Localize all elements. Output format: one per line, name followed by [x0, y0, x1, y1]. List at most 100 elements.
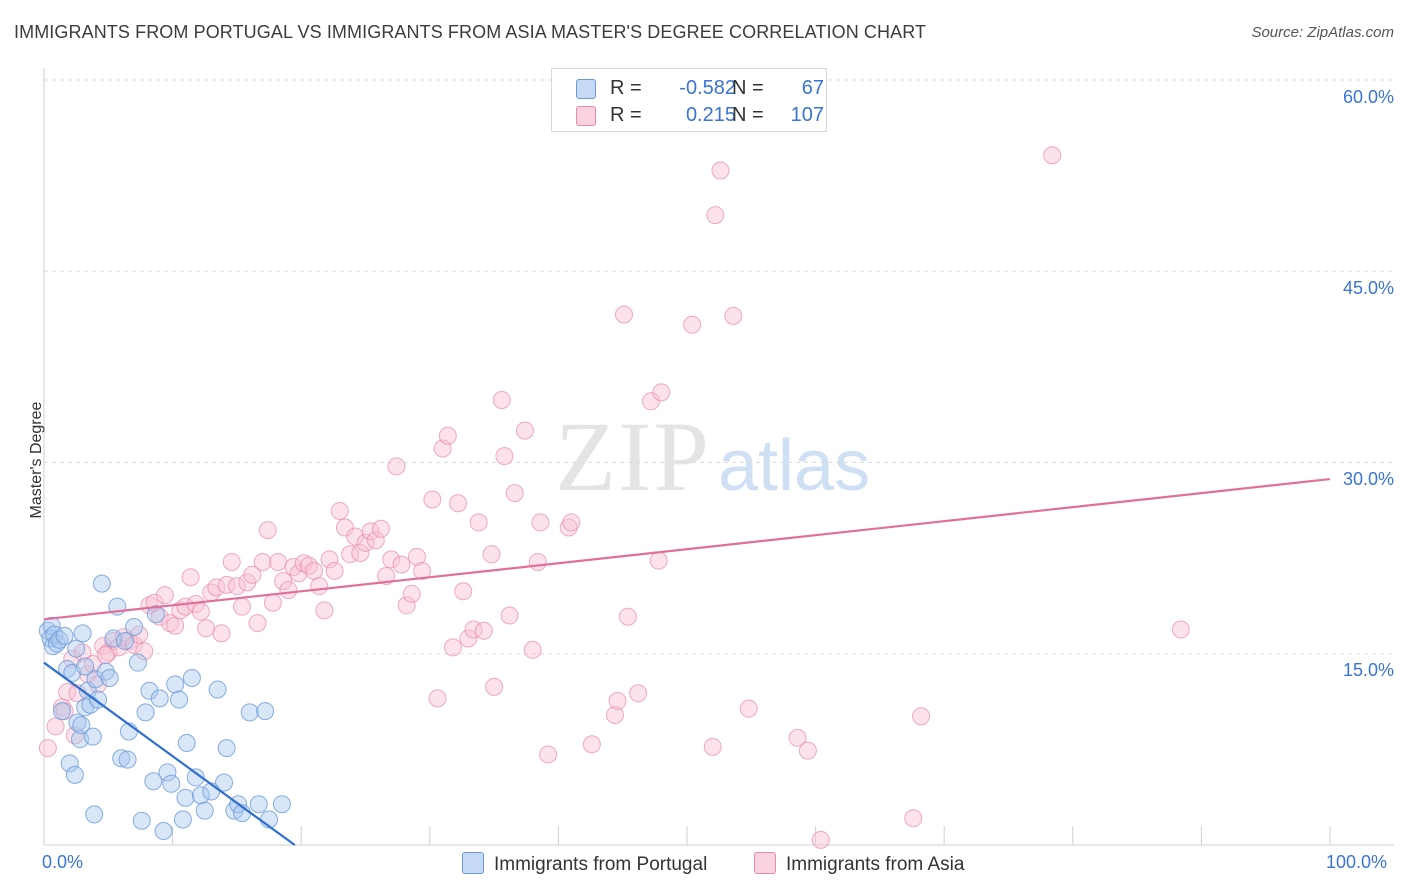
portugal-point — [170, 690, 189, 709]
y-tick-label-30: 30.0% — [1342, 469, 1394, 489]
asia-point — [652, 383, 671, 402]
correlation-legend: R = -0.582 N = 67 R = 0.215 N = 107 — [551, 68, 827, 132]
bottom-legend-portugal: Immigrants from Portugal — [462, 852, 707, 876]
x-tick-label-min: 0.0% — [42, 852, 84, 872]
asia-point — [608, 691, 627, 710]
legend-n-label: N = — [732, 104, 764, 126]
portugal-point — [65, 765, 84, 784]
bottom-legend-label-asia: Immigrants from Asia — [786, 854, 965, 875]
asia-point — [904, 809, 923, 828]
source-label: Source: ZipAtlas.com — [1251, 24, 1394, 41]
asia-point — [428, 689, 447, 708]
asia-point — [523, 640, 542, 659]
asia-point — [605, 705, 624, 724]
portugal-point — [86, 670, 105, 689]
asia-point — [485, 677, 504, 696]
asia-point — [912, 707, 931, 726]
asia-point — [1171, 620, 1190, 639]
y-tick-label-15: 15.0% — [1342, 660, 1394, 680]
asia-point — [562, 513, 581, 532]
asia-point — [161, 614, 180, 633]
asia-point — [38, 739, 57, 758]
portugal-point — [128, 653, 147, 672]
asia-point — [366, 531, 385, 550]
watermark-atlas: atlas — [718, 426, 870, 506]
axes — [43, 68, 1394, 846]
asia-point — [140, 596, 159, 615]
portugal-point — [256, 702, 275, 721]
asia-point — [528, 552, 547, 571]
asia-point — [407, 547, 426, 566]
asia-point — [382, 550, 401, 569]
legend-r-label: R = — [610, 77, 642, 99]
portugal-point — [208, 680, 227, 699]
portugal-point — [100, 668, 119, 687]
asia-point — [135, 642, 154, 661]
asia-point — [614, 305, 633, 324]
portugal-point — [240, 703, 259, 722]
asia-point — [531, 513, 550, 532]
watermark: ZIP atlas — [555, 401, 870, 512]
asia-point — [46, 717, 65, 736]
asia-point — [279, 581, 298, 599]
asia-point — [515, 421, 534, 440]
y-tick-label-45: 45.0% — [1342, 278, 1394, 298]
asia-point — [371, 519, 390, 538]
asia-point — [335, 518, 354, 537]
portugal-point — [162, 774, 181, 793]
asia-point — [500, 606, 519, 625]
portugal-point — [158, 763, 177, 782]
asia-point — [438, 426, 457, 445]
asia-point — [402, 584, 421, 603]
portugal-point — [132, 811, 151, 830]
portugal-point — [55, 626, 74, 645]
asia-point — [212, 624, 231, 643]
asia-point — [788, 728, 807, 747]
legend-swatch-asia — [576, 106, 596, 126]
portugal-point — [118, 750, 137, 769]
legend-r-value: 0.215 — [685, 104, 736, 126]
asia-point — [505, 484, 524, 503]
bottom-legend-swatch-asia — [754, 852, 776, 874]
portugal-point — [186, 768, 205, 787]
asia-point — [351, 544, 370, 563]
asia-point — [197, 619, 216, 638]
asia-point — [423, 490, 442, 509]
asia-point — [392, 555, 411, 574]
asia-point — [233, 597, 252, 616]
y-axis-label: Master's Degree — [28, 401, 45, 519]
asia-point — [274, 572, 293, 591]
asia-point — [641, 392, 660, 411]
legend-n-value: 107 — [790, 104, 824, 126]
y-tick-label-60: 60.0% — [1342, 87, 1394, 107]
asia-point — [289, 564, 308, 583]
asia-point — [811, 830, 830, 849]
legend-n-value: 67 — [801, 77, 824, 99]
asia-point — [377, 566, 396, 585]
portugal-point — [249, 795, 268, 814]
asia-point — [482, 545, 501, 564]
asia-point — [166, 616, 185, 635]
asia-point — [739, 699, 758, 718]
asia-point — [263, 593, 282, 612]
asia-point — [397, 596, 416, 615]
asia-point — [559, 518, 578, 537]
portugal-point — [72, 716, 91, 735]
asia-point — [222, 552, 241, 571]
asia-point — [469, 513, 488, 532]
asia-point — [315, 601, 334, 620]
asia-point — [330, 501, 349, 520]
asia-point — [387, 457, 406, 476]
asia-point — [449, 494, 468, 513]
asia-point — [539, 745, 558, 764]
portugal-point — [104, 629, 123, 648]
asia-point — [706, 206, 725, 225]
portugal-point — [272, 795, 291, 814]
asia-point — [181, 568, 200, 587]
portugal-point — [191, 786, 210, 805]
legend-r-value: -0.582 — [679, 77, 736, 99]
asia-point — [618, 607, 637, 626]
portugal-point — [112, 749, 131, 768]
asia-point — [459, 629, 478, 648]
